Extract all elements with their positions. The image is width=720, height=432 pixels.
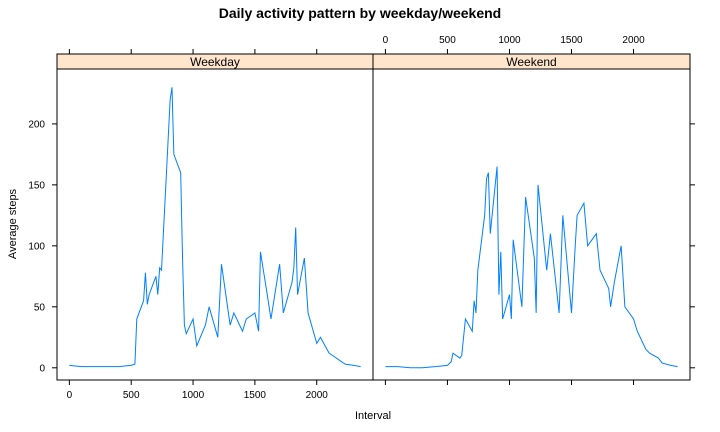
- axis-ticks: 0 0 500 500 1000 1000 1500 1500 2000 2000 0 50 100 15…: [28, 35, 695, 401]
- x-tick-label-top-2: 1000: [498, 35, 521, 46]
- x-tick-label-top-3: 1500: [560, 35, 583, 46]
- strip-weekend: [372, 53, 691, 70]
- x-tick-label-bottom-0: 0: [67, 390, 73, 401]
- y-tick-label-0: 0: [39, 363, 45, 374]
- series-line-weekday: [69, 87, 361, 368]
- y-tick-label-2: 100: [28, 241, 45, 252]
- y-tick-label-4: 200: [28, 119, 45, 130]
- panel-frame-weekday: [56, 53, 374, 381]
- y-tick-label-1: 50: [34, 302, 46, 313]
- series-line-weekend: [385, 166, 678, 369]
- x-tick-label-top-1: 500: [439, 35, 456, 46]
- x-tick-label-top-0: 0: [383, 35, 389, 46]
- x-tick-label-bottom-1: 500: [123, 390, 140, 401]
- data-lines: [69, 87, 678, 369]
- strip-label-weekend: Weekend: [506, 55, 556, 69]
- x-tick-label-top-4: 2000: [622, 35, 645, 46]
- x-axis-label: Interval: [355, 410, 391, 422]
- strip-label-weekday: Weekday: [190, 55, 240, 69]
- y-tick-label-3: 150: [28, 180, 45, 191]
- x-tick-label-bottom-2: 1000: [182, 390, 205, 401]
- panel-frame-weekend: [372, 53, 691, 381]
- x-tick-label-bottom-3: 1500: [244, 390, 267, 401]
- x-tick-label-bottom-4: 2000: [306, 390, 329, 401]
- chart-title: Daily activity pattern by weekday/weeken…: [219, 5, 501, 21]
- y-axis-label: Average steps: [7, 188, 19, 259]
